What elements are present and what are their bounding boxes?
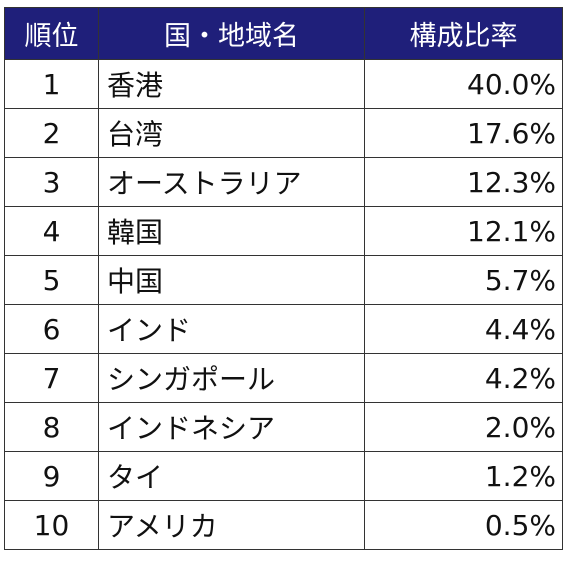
header-composition-ratio: 構成比率: [364, 7, 563, 60]
ratio-cell: 12.1%: [364, 206, 563, 256]
ratio-cell: 4.4%: [364, 304, 563, 354]
ratio-cell: 5.7%: [364, 255, 563, 305]
rank-cell: 1: [4, 59, 99, 109]
header-row: 順位 国・地域名 構成比率: [4, 7, 563, 60]
country-cell: インドネシア: [98, 402, 365, 452]
rank-cell: 4: [4, 206, 99, 256]
table-row: 1 香港 40.0%: [4, 59, 563, 109]
ratio-cell: 1.2%: [364, 451, 563, 501]
country-cell: 台湾: [98, 108, 365, 158]
country-cell: 韓国: [98, 206, 365, 256]
composition-table: 順位 国・地域名 構成比率 1 香港 40.0% 2 台湾 17.6% 3 オー…: [4, 7, 563, 550]
rank-cell: 6: [4, 304, 99, 354]
header-country-region: 国・地域名: [98, 7, 365, 60]
ratio-cell: 0.5%: [364, 500, 563, 550]
table-row: 4 韓国 12.1%: [4, 206, 563, 256]
rank-cell: 2: [4, 108, 99, 158]
table-header: 順位 国・地域名 構成比率: [4, 7, 563, 60]
rank-cell: 5: [4, 255, 99, 305]
rank-cell: 7: [4, 353, 99, 403]
country-cell: インド: [98, 304, 365, 354]
table-row: 2 台湾 17.6%: [4, 108, 563, 158]
table-row: 3 オーストラリア 12.3%: [4, 157, 563, 207]
ratio-cell: 4.2%: [364, 353, 563, 403]
country-cell: タイ: [98, 451, 365, 501]
table-row: 6 インド 4.4%: [4, 304, 563, 354]
country-cell: 中国: [98, 255, 365, 305]
table-row: 8 インドネシア 2.0%: [4, 402, 563, 452]
rank-cell: 10: [4, 500, 99, 550]
country-cell: 香港: [98, 59, 365, 109]
country-cell: シンガポール: [98, 353, 365, 403]
rank-cell: 9: [4, 451, 99, 501]
rank-cell: 8: [4, 402, 99, 452]
country-cell: オーストラリア: [98, 157, 365, 207]
country-cell: アメリカ: [98, 500, 365, 550]
header-rank: 順位: [4, 7, 99, 60]
rank-cell: 3: [4, 157, 99, 207]
table-body: 1 香港 40.0% 2 台湾 17.6% 3 オーストラリア 12.3% 4 …: [4, 59, 563, 550]
ratio-cell: 17.6%: [364, 108, 563, 158]
ratio-cell: 2.0%: [364, 402, 563, 452]
table-row: 7 シンガポール 4.2%: [4, 353, 563, 403]
ratio-cell: 12.3%: [364, 157, 563, 207]
table-row: 9 タイ 1.2%: [4, 451, 563, 501]
table-row: 5 中国 5.7%: [4, 255, 563, 305]
ratio-cell: 40.0%: [364, 59, 563, 109]
table-row: 10 アメリカ 0.5%: [4, 500, 563, 550]
